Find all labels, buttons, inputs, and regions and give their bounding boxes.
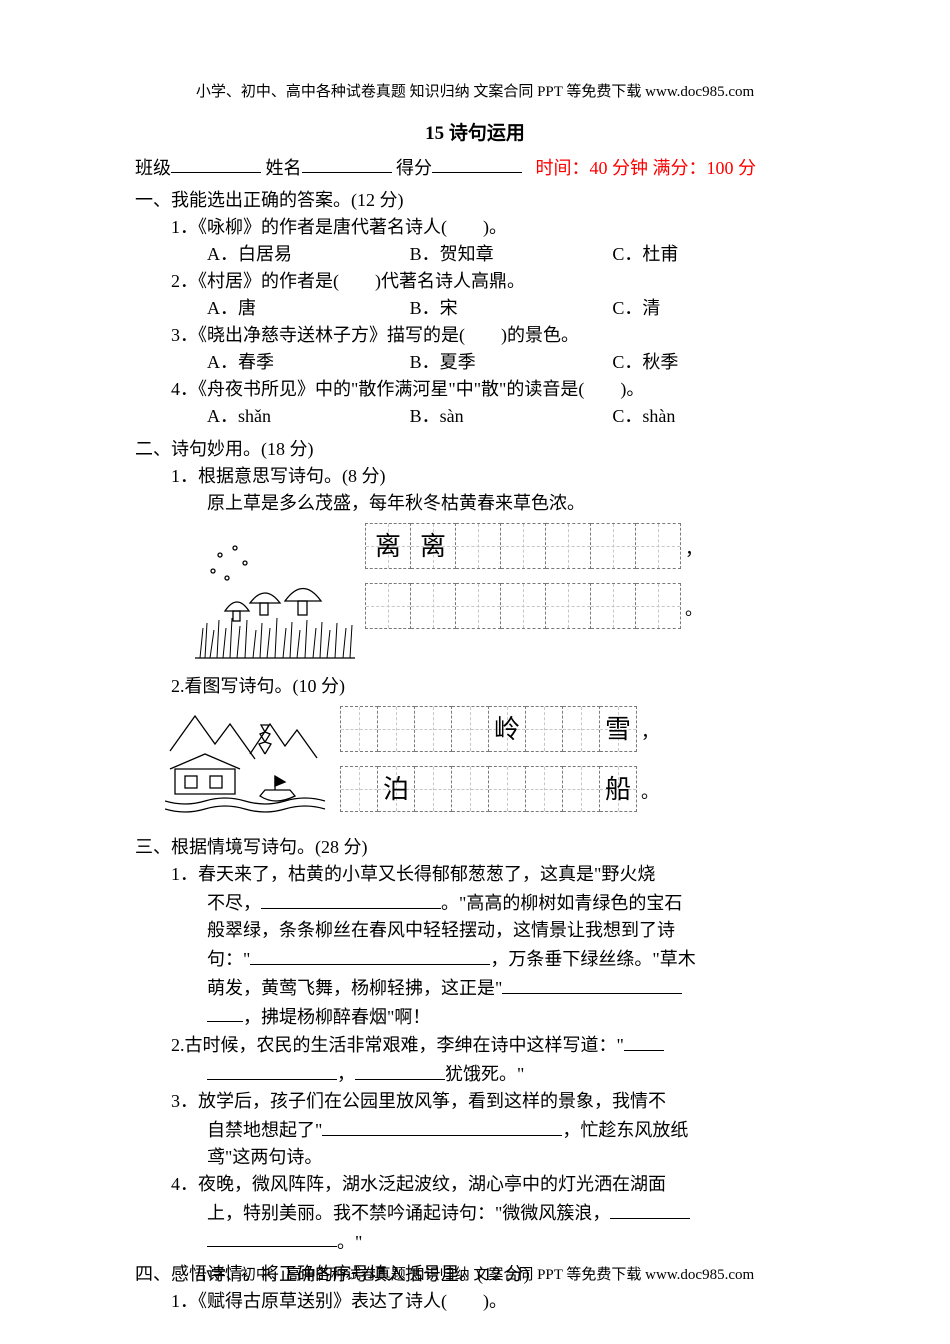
grid-1-row-1[interactable]: 离离 [365, 523, 681, 569]
s3-blank-8[interactable] [610, 1198, 690, 1219]
s1q4-c[interactable]: C．shàn [612, 403, 815, 430]
s1q1-a[interactable]: A．白居易 [207, 241, 410, 268]
grid-1-row-2[interactable] [365, 583, 681, 629]
score-label: 得分 [396, 157, 432, 177]
s3q2c-text: 犹饿死。" [445, 1064, 524, 1084]
s3q1-l6: ，拂堤杨柳醉春烟"啊！ [135, 1002, 815, 1031]
s1q4-opts: A．shǎn B．sàn C．shàn [135, 403, 815, 430]
period-1: 。 [685, 596, 703, 623]
name-label: 姓名 [266, 157, 302, 177]
s3q3c-text: ，忙趁东风放纸 [562, 1120, 688, 1140]
s3q4-l3: 。" [135, 1227, 815, 1256]
page-header: 小学、初中、高中各种试卷真题 知识归纳 文案合同 PPT 等免费下载 www.d… [0, 80, 950, 101]
comma-1: ， [685, 536, 703, 563]
name-blank[interactable] [302, 153, 392, 174]
s3q1-l5: 萌发，黄莺飞舞，杨柳轻拂，这正是" [135, 973, 815, 1002]
s1q3-c[interactable]: C．秋季 [612, 349, 815, 376]
s3-blank-3b[interactable] [207, 1002, 243, 1023]
period-2: 。 [641, 779, 659, 806]
s3q2-l2: ， 犹饿死。" [135, 1059, 815, 1088]
s2q1-stem: 1．根据意思写诗句。(8 分) [135, 463, 815, 490]
s1q2-opts: A．唐 B．宋 C．清 [135, 295, 815, 322]
s3-blank-2[interactable] [250, 944, 490, 965]
s3q1b-text: 不尽， [207, 893, 261, 913]
boat-house-icon [165, 706, 330, 816]
s3-blank-9[interactable] [207, 1227, 337, 1248]
s3-blank-1[interactable] [261, 888, 441, 909]
s3q1-l2: 不尽， 。"高高的柳树如青绿色的宝石 [135, 888, 815, 917]
s3q1-l4: 句：" ，万条垂下绿丝绦。"草木 [135, 944, 815, 973]
s3-blank-4[interactable] [624, 1030, 664, 1051]
s3q4b-text: 上，特别美丽。我不禁吟诵起诗句："微微风簇浪， [207, 1203, 610, 1223]
s3-blank-7[interactable] [322, 1115, 562, 1136]
s1q1-b[interactable]: B．贺知章 [410, 241, 613, 268]
grid-2-row-1[interactable]: 岭雪 [340, 706, 637, 752]
s1q2-a[interactable]: A．唐 [207, 295, 410, 322]
s1q1-opts: A．白居易 B．贺知章 C．杜甫 [135, 241, 815, 268]
s3q2-l1: 2.古时候，农民的生活非常艰难，李绅在诗中这样写道：" [135, 1030, 815, 1059]
class-blank[interactable] [171, 153, 261, 174]
page: 小学、初中、高中各种试卷真题 知识归纳 文案合同 PPT 等免费下载 www.d… [0, 0, 950, 1344]
s1q4-a[interactable]: A．shǎn [207, 403, 410, 430]
s3q1h-text: ，拂堤杨柳醉春烟"啊！ [243, 1006, 430, 1026]
score-blank[interactable] [432, 153, 522, 174]
s1q4: 4．《舟夜书所见》中的"散作满河星"中"散"的读音是( )。 [135, 376, 815, 403]
s3q2b-text: ， [337, 1064, 355, 1084]
s2q1-figure-row: 离离 ， 。 [135, 523, 815, 663]
s1q3-opts: A．春季 B．夏季 C．秋季 [135, 349, 815, 376]
s3q4-l1: 4．夜晚，微风阵阵，湖水泛起波纹，湖心亭中的灯光洒在湖面 [135, 1171, 815, 1198]
content-area: 15 诗句运用 班级 姓名 得分 时间：40 分钟 满分：100 分 一、我能选… [135, 120, 815, 1315]
s3q4-l2: 上，特别美丽。我不禁吟诵起诗句："微微风簇浪， [135, 1198, 815, 1227]
s1q2: 2．《村居》的作者是( )代著名诗人高鼎。 [135, 268, 815, 295]
s1q3-a[interactable]: A．春季 [207, 349, 410, 376]
s3q3b-text: 自禁地想起了" [207, 1120, 322, 1140]
s3q3-l1: 3．放学后，孩子们在公园里放风筝，看到这样的景象，我情不 [135, 1088, 815, 1115]
s3q4c-text: 。" [337, 1231, 362, 1251]
page-footer: 小学、初中、高中各种试卷真题 知识归纳 文案合同 PPT 等免费下载 www.d… [0, 1263, 950, 1284]
s3q1c-text: 。"高高的柳树如青绿色的宝石 [441, 893, 682, 913]
section-2-head: 二、诗句妙用。(18 分) [135, 436, 815, 463]
s1q3-b[interactable]: B．夏季 [410, 349, 613, 376]
s3q1f-text: ，万条垂下绿丝绦。"草木 [490, 949, 695, 969]
s2q2-stem: 2.看图写诗句。(10 分) [135, 673, 815, 700]
info-row: 班级 姓名 得分 时间：40 分钟 满分：100 分 [135, 153, 815, 182]
section-1-head: 一、我能选出正确的答案。(12 分) [135, 187, 815, 214]
s3q1g-text: 萌发，黄莺飞舞，杨柳轻拂，这正是" [207, 978, 502, 998]
comma-2: ， [641, 719, 659, 746]
s1q3: 3．《晓出净慈寺送林子方》描写的是( )的景色。 [135, 322, 815, 349]
s3q1e-text: 句：" [207, 949, 250, 969]
s4q1: 1．《赋得古原草送别》表达了诗人( )。 [135, 1288, 815, 1315]
s3q1-l3: 般翠绿，条条柳丝在春风中轻轻摆动，这情景让我想到了诗 [135, 917, 815, 944]
s3q1-l1: 1．春天来了，枯黄的小草又长得郁郁葱葱了，这真是"野火烧 [135, 861, 815, 888]
time-label: 时间：40 分钟 满分：100 分 [536, 157, 757, 177]
s2q2-figure-row: 岭雪 ， 泊船 。 [135, 706, 815, 816]
grid-2-row-2[interactable]: 泊船 [340, 766, 637, 812]
s1q1: 1．《咏柳》的作者是唐代著名诗人( )。 [135, 214, 815, 241]
s1q1-c[interactable]: C．杜甫 [612, 241, 815, 268]
grid-block-2: 岭雪 ， 泊船 。 [340, 706, 659, 816]
s3-blank-5[interactable] [207, 1059, 337, 1080]
class-label: 班级 [135, 157, 171, 177]
mushroom-icon [195, 523, 355, 663]
s3-blank-3[interactable] [502, 973, 682, 994]
doc-title: 15 诗句运用 [135, 120, 815, 149]
s3q3-l3: 鸢"这两句诗。 [135, 1144, 815, 1171]
s3q3-l2: 自禁地想起了" ，忙趁东风放纸 [135, 1115, 815, 1144]
s3q2a-text: 2.古时候，农民的生活非常艰难，李绅在诗中这样写道：" [171, 1035, 624, 1055]
s1q4-b[interactable]: B．sàn [410, 403, 613, 430]
s3-blank-6[interactable] [355, 1059, 445, 1080]
s2q1-hint: 原上草是多么茂盛，每年秋冬枯黄春来草色浓。 [135, 490, 815, 517]
section-3-head: 三、根据情境写诗句。(28 分) [135, 834, 815, 861]
s1q2-b[interactable]: B．宋 [410, 295, 613, 322]
grid-block-1: 离离 ， 。 [365, 523, 703, 663]
s1q2-c[interactable]: C．清 [612, 295, 815, 322]
